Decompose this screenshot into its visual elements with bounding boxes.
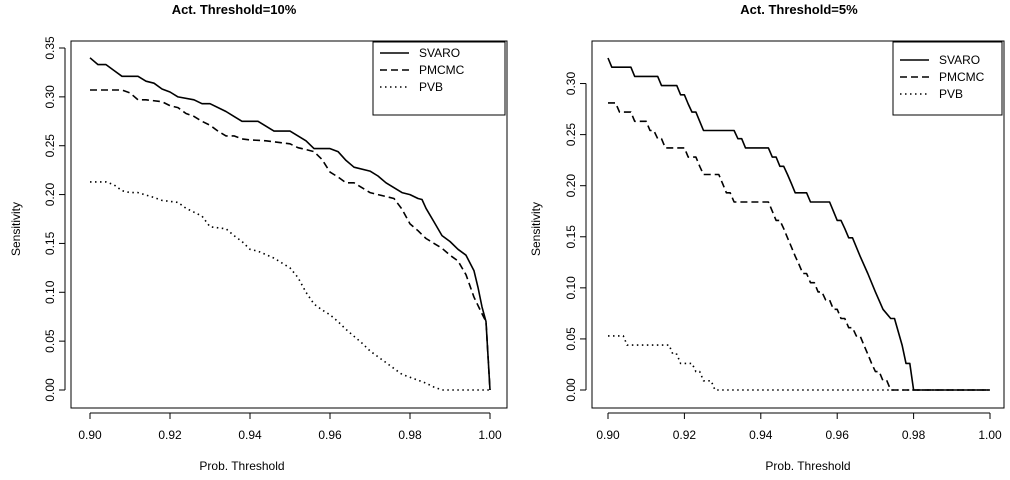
chart-title: Act. Threshold=5% [740,2,858,17]
legend-box [372,41,506,116]
x-tick-label: 0.94 [749,428,773,442]
x-axis-label: Prob. Threshold [765,459,850,473]
series-line-svaro [607,57,990,391]
y-axis-label: Sensitivity [9,202,23,256]
y-tick-label: 0.30 [43,85,57,109]
y-axis-label: Sensitivity [529,202,543,256]
y-tick-label: 0.10 [43,280,57,304]
y-axis: 0.00 0.05 0.10 0.15 0.20 0.25 0.30 [564,72,587,402]
chart-title: Act. Threshold=10% [172,2,297,17]
series-line-pmcmc [90,89,491,391]
y-tick-label: 0.15 [564,225,578,249]
series-line-svaro [89,57,491,391]
chart-panel-right: Act. Threshold=5% Prob. Threshold Sensit… [529,2,1005,473]
x-axis: 0.90 0.92 0.94 0.96 0.98 1.00 [596,412,1002,442]
x-tick-label: 1.00 [478,428,502,442]
x-tick-label: 0.98 [398,428,422,442]
plot-frame [591,40,1005,409]
series-line-pmcmc [608,102,990,391]
x-tick-label: 0.96 [318,428,342,442]
x-tick-label: 0.94 [238,428,262,442]
y-tick-label: 0.15 [43,231,57,255]
legend-box [892,41,1003,116]
legend-label-pvb: PVB [939,87,963,101]
x-tick-label: 1.00 [978,428,1002,442]
y-tick-label: 0.20 [43,183,57,207]
y-tick-label: 0.05 [564,327,578,351]
y-tick-label: 0.10 [564,276,578,300]
legend-label-svaro: SVARO [939,53,980,67]
x-axis-label: Prob. Threshold [199,459,284,473]
legend-label-pmcmc: PMCMC [419,63,465,77]
y-tick-label: 0.25 [564,123,578,147]
y-tick-label: 0.00 [43,378,57,402]
legend-label-pvb: PVB [419,80,443,94]
y-tick-label: 0.00 [564,378,578,402]
x-tick-label: 0.96 [826,428,850,442]
x-tick-label: 0.92 [673,428,697,442]
y-tick-label: 0.20 [564,174,578,198]
legend-label-svaro: SVARO [419,46,460,60]
series-line-pvb [608,335,990,391]
y-tick-label: 0.35 [43,36,57,60]
x-axis: 0.90 0.92 0.94 0.96 0.98 1.00 [78,412,502,442]
legend: SVARO PMCMC PVB [892,41,1003,116]
y-tick-label: 0.25 [43,134,57,158]
x-tick-label: 0.90 [78,428,102,442]
y-tick-label: 0.30 [564,72,578,96]
legend-label-pmcmc: PMCMC [939,70,985,84]
series-line-pvb [90,181,490,391]
legend: SVARO PMCMC PVB [372,41,506,116]
x-tick-label: 0.90 [596,428,620,442]
y-axis: 0.00 0.05 0.10 0.15 0.20 0.25 0.30 0.35 [43,36,66,402]
x-tick-label: 0.92 [158,428,182,442]
series-layer [607,57,990,391]
x-tick-label: 0.98 [902,428,926,442]
chart-panel-left: Act. Threshold=10% Prob. Threshold Sensi… [9,2,508,473]
y-tick-label: 0.05 [43,329,57,353]
series-layer [89,57,491,391]
plot-frame [70,40,508,409]
